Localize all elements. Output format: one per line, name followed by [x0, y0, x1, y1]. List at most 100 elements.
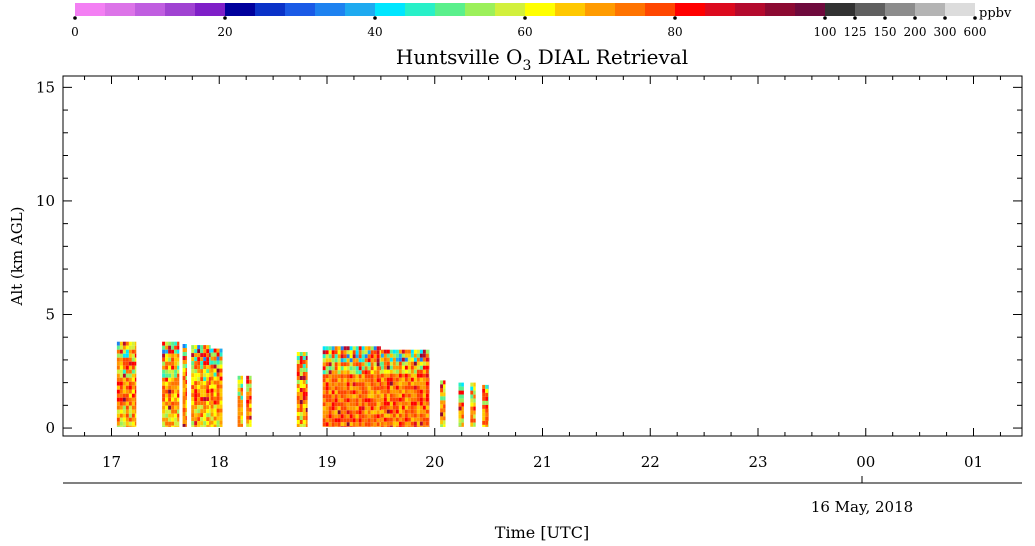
heatmap-cell [119, 365, 123, 370]
heatmap-cell [373, 362, 377, 367]
heatmap-cell [322, 398, 326, 403]
heatmap-cell [358, 410, 362, 415]
heatmap-cell [116, 373, 120, 378]
heatmap-cell [174, 377, 178, 382]
heatmap-cell [461, 390, 464, 395]
heatmap-cell [328, 350, 332, 355]
heatmap-cell [168, 401, 172, 406]
heatmap-cell [128, 409, 132, 414]
heatmap-cell [401, 421, 405, 426]
heatmap-cell [162, 421, 166, 426]
heatmap-cell [343, 382, 347, 387]
heatmap-cell [209, 361, 211, 366]
heatmap-cell [485, 424, 489, 427]
heatmap-cell [122, 357, 126, 362]
heatmap-cell [331, 410, 335, 415]
heatmap-cell [168, 361, 172, 366]
heatmap-cell [240, 383, 243, 388]
heatmap-cell [219, 412, 223, 417]
heatmap-cell [392, 365, 396, 370]
heatmap-cell [410, 365, 414, 370]
heatmap-cell [162, 377, 166, 382]
heatmap-cell [128, 365, 132, 370]
x-tick-label: 23 [748, 453, 767, 471]
heatmap-cell [373, 394, 377, 399]
heatmap-cell [416, 401, 420, 406]
heatmap-cell [373, 374, 377, 379]
heatmap-cell [197, 373, 201, 378]
heatmap-cell [361, 394, 365, 399]
heatmap-cell [470, 406, 474, 411]
heatmap-cell [473, 414, 476, 419]
heatmap-cell [337, 346, 341, 351]
heatmap-cell [340, 402, 344, 407]
heatmap-cell [401, 425, 405, 427]
colorbar-swatch [585, 3, 615, 16]
heatmap-cell [213, 380, 217, 385]
heatmap-cell [162, 397, 166, 402]
heatmap-cell [352, 406, 356, 411]
heatmap-cell [370, 410, 374, 415]
heatmap-cell [296, 360, 300, 364]
heatmap-cell [203, 401, 207, 406]
heatmap-cell [392, 357, 396, 362]
heatmap-cell [355, 346, 359, 351]
colorbar-tick [73, 16, 77, 20]
heatmap-cell [386, 353, 390, 358]
heatmap-cell [122, 349, 126, 354]
heatmap-cell [401, 417, 405, 422]
heatmap-cell [305, 388, 308, 392]
heatmap-cell [337, 410, 341, 415]
heatmap-cell [116, 369, 120, 374]
heatmap-cell [364, 358, 368, 363]
heatmap-cell [216, 424, 220, 427]
heatmap-cell [197, 345, 201, 350]
heatmap-cell [328, 398, 332, 403]
heatmap-cell [422, 401, 426, 406]
heatmap-cell [128, 373, 132, 378]
heatmap-cell [305, 364, 308, 368]
heatmap-cell [191, 357, 195, 362]
heatmap-cell [185, 400, 187, 404]
heatmap-cell [334, 382, 338, 387]
heatmap-cell [361, 418, 365, 423]
heatmap-cell [383, 397, 387, 402]
heatmap-cell [174, 405, 178, 410]
heatmap-cell [197, 381, 201, 386]
heatmap-cell [398, 397, 402, 402]
heatmap-cell [213, 404, 217, 409]
heatmap-cell [334, 350, 338, 355]
heatmap-cell [410, 353, 414, 358]
heatmap-cell [131, 413, 135, 418]
heatmap-cell [206, 389, 210, 394]
heatmap-cell [162, 341, 166, 346]
heatmap-cell [328, 422, 332, 427]
heatmap-cell [122, 389, 126, 394]
heatmap-cell [346, 350, 350, 355]
heatmap-cell [122, 397, 126, 402]
heatmap-cell [401, 401, 405, 406]
heatmap-cell [299, 380, 303, 384]
heatmap-cell [425, 357, 429, 362]
heatmap-cell [177, 357, 180, 362]
heatmap-cell [340, 418, 344, 423]
heatmap-cell [419, 385, 423, 390]
heatmap-cell [331, 402, 335, 407]
colorbar-swatch [375, 3, 405, 16]
heatmap-cell [328, 390, 332, 395]
colorbar-swatch [945, 3, 975, 16]
heatmap-cell [337, 402, 341, 407]
heatmap-cell [398, 389, 402, 394]
heatmap-cell [401, 361, 405, 366]
heatmap-cell [380, 361, 384, 366]
heatmap-cell [125, 353, 129, 358]
heatmap-cell [461, 410, 464, 415]
heatmap-cell [240, 399, 243, 404]
heatmap-cell [404, 385, 408, 390]
heatmap-cell [131, 369, 135, 374]
heatmap-cell [461, 414, 464, 419]
heatmap-cell [177, 369, 180, 374]
heatmap-cell [488, 404, 489, 409]
heatmap-cell [395, 417, 399, 422]
heatmap-cell [401, 349, 405, 354]
